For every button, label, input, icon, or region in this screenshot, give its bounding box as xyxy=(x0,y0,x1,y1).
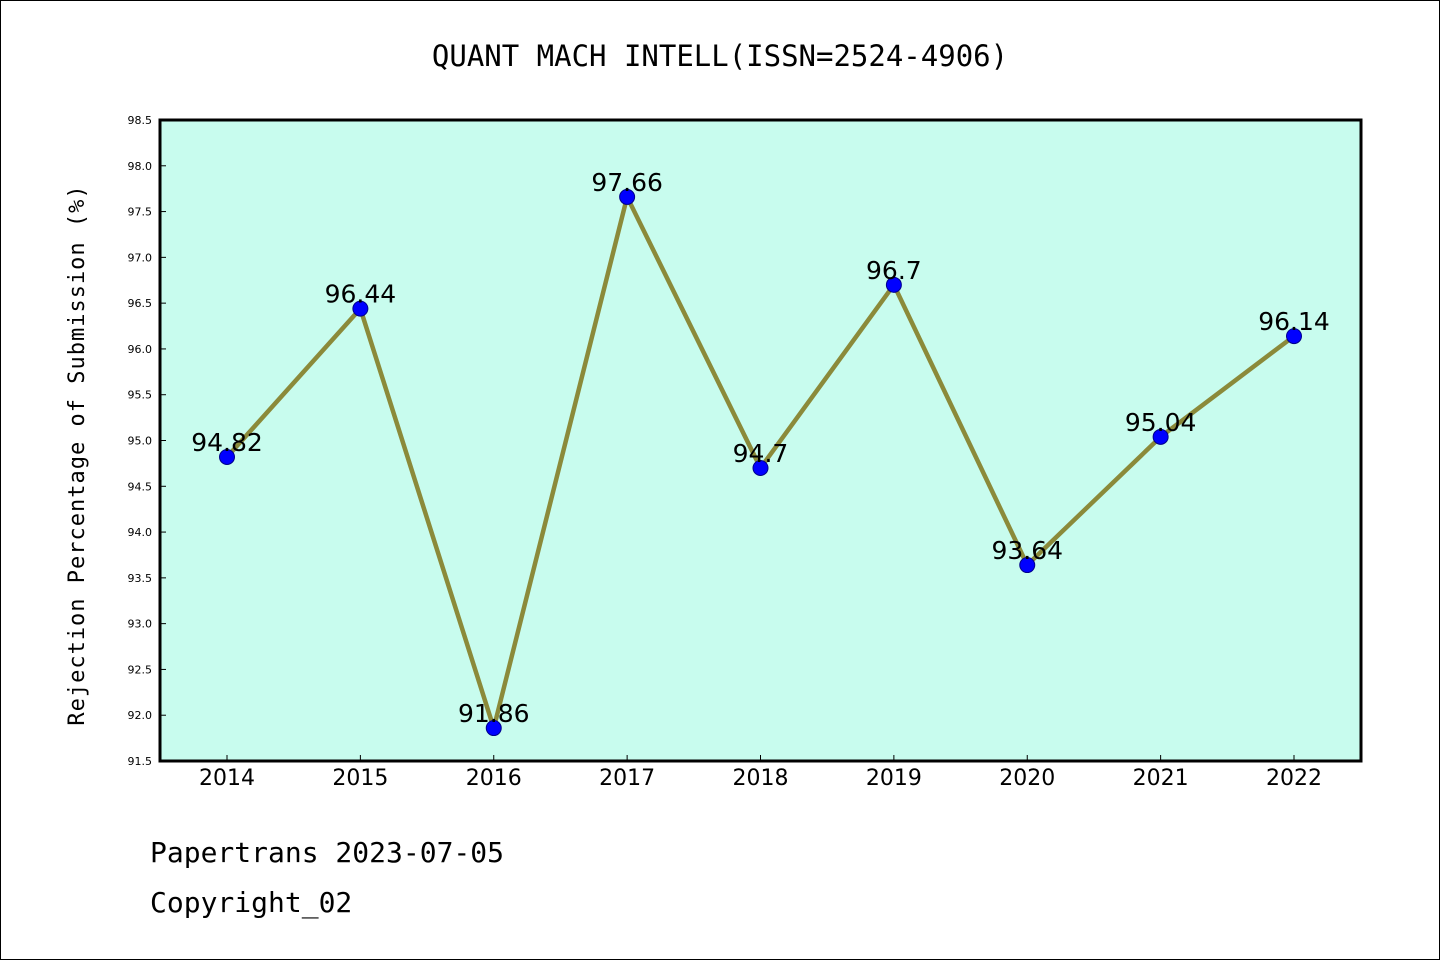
x-tick-label: 2022 xyxy=(1266,766,1322,791)
data-label: 93.64 xyxy=(991,536,1063,565)
y-tick-label: 98.5 xyxy=(128,114,153,127)
y-tick-label: 96.0 xyxy=(128,343,153,356)
y-tick-label: 93.5 xyxy=(128,572,153,585)
y-axis-label: Rejection Percentage of Submission (%) xyxy=(65,184,90,725)
x-tick-label: 2015 xyxy=(332,766,388,791)
data-point xyxy=(619,188,636,205)
y-tick-label: 97.5 xyxy=(128,206,153,219)
data-label: 96.7 xyxy=(866,256,922,285)
data-label: 96.44 xyxy=(325,280,397,309)
data-label: 96.14 xyxy=(1258,307,1330,336)
x-tick-label: 2017 xyxy=(599,766,655,791)
x-tick-label: 2019 xyxy=(866,766,922,791)
x-axis: 2014 2015 2016 2017 2018 2019 2020 2021 2022 xyxy=(199,755,1322,791)
data-label: 91.86 xyxy=(458,699,530,728)
y-axis: 91.5 92.0 92.5 93.0 93.5 94.0 94.5 95.0 95.5 96.0… xyxy=(128,114,166,768)
data-point xyxy=(1152,428,1169,445)
data-labels: 94.82 96.44 91.86 97.66 94.7 96.7 93.64 95.04 96… xyxy=(191,168,1330,728)
chart-title: QUANT MACH INTELL(ISSN=2524-4906) xyxy=(432,39,1008,73)
x-tick-label: 2018 xyxy=(733,766,789,791)
data-point xyxy=(1286,328,1302,345)
footer-source: Papertrans 2023-07-05 xyxy=(150,836,505,869)
y-tick-label: 96.5 xyxy=(128,297,153,310)
x-tick-label: 2021 xyxy=(1133,766,1189,791)
data-label: 97.66 xyxy=(591,168,663,197)
y-tick-label: 93.0 xyxy=(128,618,153,631)
y-tick-label: 97.0 xyxy=(128,251,153,264)
y-tick-label: 92.0 xyxy=(128,709,153,722)
y-tick-label: 95.5 xyxy=(128,389,153,402)
y-tick-label: 92.5 xyxy=(128,663,153,676)
data-point xyxy=(485,720,502,737)
footer-copyright: Copyright_02 xyxy=(150,886,353,919)
x-tick-label: 2014 xyxy=(199,766,255,791)
data-point xyxy=(1019,557,1036,574)
data-point xyxy=(352,300,369,317)
x-tick-label: 2020 xyxy=(999,766,1055,791)
series-markers xyxy=(219,188,1302,737)
y-tick-label: 98.0 xyxy=(128,160,153,173)
y-tick-label: 95.0 xyxy=(128,435,153,448)
x-tick-label: 2016 xyxy=(466,766,522,791)
data-label: 94.7 xyxy=(733,439,789,468)
data-point xyxy=(885,276,902,293)
data-point xyxy=(752,459,769,476)
data-point xyxy=(219,448,235,465)
data-label: 94.82 xyxy=(191,428,263,457)
data-label: 95.04 xyxy=(1125,408,1197,437)
y-tick-label: 94.0 xyxy=(128,526,153,539)
y-tick-label: 94.5 xyxy=(128,480,153,493)
y-tick-label: 91.5 xyxy=(128,755,153,768)
